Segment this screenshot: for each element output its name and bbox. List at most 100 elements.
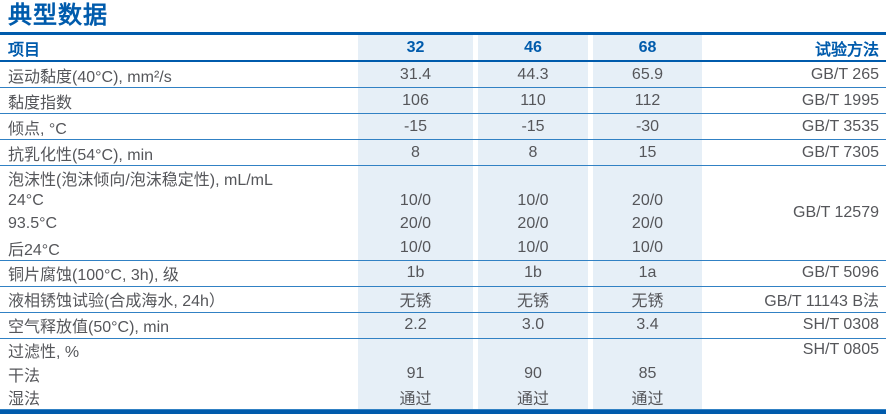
cell-line: GB/T 7305 <box>801 143 879 161</box>
item-cell: 倾点, °C <box>0 114 358 139</box>
method-cell: GB/T 265 <box>702 62 886 87</box>
table-bottom-divider <box>0 409 886 414</box>
cell-line: 112 <box>634 91 661 109</box>
value-cell-46: 110 <box>473 88 588 113</box>
cell-line: SH/T 0308 <box>802 316 879 334</box>
cell-line: GB/T 5096 <box>801 264 879 282</box>
cell-line: 1a <box>638 264 657 282</box>
cell-line <box>593 166 702 189</box>
cell-line: 24°C <box>8 192 44 210</box>
cell-line: 无锈 <box>399 293 432 311</box>
cell-line: 15 <box>638 143 657 161</box>
cell-line: 90 <box>524 364 542 382</box>
cell-line: 20/0 <box>631 192 664 210</box>
table-row: 空气释放值(50°C), min 2.2 3.0 3.4 SH/T 0308 <box>0 312 886 339</box>
cell-line: 1b <box>524 264 542 282</box>
value-cell-32: 无锈 <box>358 286 473 312</box>
cell-line: 106 <box>402 91 429 109</box>
cell-line: 通过 <box>631 391 664 409</box>
cell-line: 20/0 <box>631 215 664 233</box>
value-cell-46: 44.3 <box>473 62 588 87</box>
cell-line: 通过 <box>516 391 549 409</box>
value-cell-46: -15 <box>473 114 588 139</box>
item-cell: 泡沫性(泡沫倾向/泡沫稳定性), mL/mL 24°C 93.5°C 后24°C <box>0 166 358 260</box>
cell-line: -30 <box>635 117 660 135</box>
cell-line: 倾点, °C <box>8 120 67 138</box>
value-cell-68: 65.9 <box>588 62 702 87</box>
table-header-row: 项目 32 46 68 试验方法 <box>0 35 886 62</box>
cell-line: 泡沫性(泡沫倾向/泡沫稳定性), mL/mL <box>8 171 273 189</box>
cell-line: 1b <box>406 264 425 282</box>
cell-line: 通过 <box>399 391 432 409</box>
title-divider <box>0 32 886 35</box>
cell-line: 110 <box>520 91 546 109</box>
cell-line: 抗乳化性(54°C), min <box>8 146 154 164</box>
item-cell: 过滤性, % 干法湿法 <box>0 339 358 409</box>
table-row: 液相锈蚀试验(合成海水, 24h） 无锈 无锈 无锈 GB/T 11143 B法 <box>0 286 886 313</box>
cell-line: 44.3 <box>517 65 549 83</box>
value-cell-32: 31.4 <box>358 62 473 87</box>
cell-line: 空气释放值(50°C), min <box>8 319 170 337</box>
cell-line: 91 <box>406 364 425 382</box>
cell-line: 3.4 <box>636 316 659 334</box>
value-cell-32: -15 <box>358 114 473 139</box>
value-cell-68: 85 通过 <box>588 338 702 409</box>
cell-line: SH/T 0805 <box>802 341 879 359</box>
value-cell-68: 112 <box>588 88 702 113</box>
cell-line: 8 <box>411 143 420 161</box>
cell-line: 93.5°C <box>8 215 58 233</box>
table-row: 泡沫性(泡沫倾向/泡沫稳定性), mL/mL 24°C 93.5°C 后24°C 10/… <box>0 166 886 261</box>
cell-line: 8 <box>528 143 538 161</box>
value-cell-46: 1b <box>473 260 588 286</box>
item-cell: 黏度指数 <box>0 88 358 113</box>
value-cell-68: 20/0 20/0 10/0 <box>588 166 702 260</box>
cell-line: 10/0 <box>517 238 549 256</box>
cell-line: 85 <box>638 364 657 382</box>
cell-line: GB/T 3535 <box>801 117 879 135</box>
method-cell: GB/T 7305 <box>702 140 886 165</box>
column-header-46: 46 <box>473 35 588 60</box>
table-row: 铜片腐蚀(100°C, 3h), 级 1b 1b 1a GB/T 5096 <box>0 260 886 287</box>
value-cell-32: 91 通过 <box>358 338 473 409</box>
cell-line: GB/T 1995 <box>801 91 879 109</box>
cell-line: 液相锈蚀试验(合成海水, 24h） <box>8 293 225 311</box>
cell-line: 后24°C <box>8 241 60 259</box>
cell-line: GB/T 265 <box>810 65 879 83</box>
cell-line: 铜片腐蚀(100°C, 3h), 级 <box>8 267 179 285</box>
value-cell-46: 90 通过 <box>473 338 588 409</box>
value-cell-68: 15 <box>588 140 702 165</box>
value-cell-32: 2.2 <box>358 312 473 338</box>
cell-line: GB/T 11143 B法 <box>764 293 879 311</box>
value-cell-68: -30 <box>588 114 702 139</box>
cell-line <box>358 339 473 362</box>
value-cell-68: 无锈 <box>588 286 702 312</box>
cell-line: 10/0 <box>399 238 432 256</box>
column-header-method: 试验方法 <box>814 41 879 59</box>
method-cell: GB/T 1995 <box>702 88 886 113</box>
value-cell-46: 无锈 <box>473 286 588 312</box>
cell-line: 10/0 <box>631 238 664 256</box>
cell-line: 湿法 <box>8 391 41 409</box>
cell-line: 过滤性, % <box>8 344 80 362</box>
cell-line: 20/0 <box>517 215 549 233</box>
value-cell-46: 3.0 <box>473 312 588 338</box>
cell-line: -15 <box>521 117 545 135</box>
table-row: 黏度指数 106 110 112 GB/T 1995 <box>0 88 886 114</box>
table-body: 运动黏度(40°C), mm²/s 31.4 44.3 65.9 GB/T 265 黏度指… <box>0 62 886 410</box>
method-cell: GB/T 11143 B法 <box>702 287 886 312</box>
value-cell-46: 10/0 20/0 10/0 <box>473 166 588 260</box>
cell-line <box>358 166 473 189</box>
cell-line: 干法 <box>8 367 41 385</box>
value-cell-32: 106 <box>358 88 473 113</box>
cell-line: 运动黏度(40°C), mm²/s <box>8 68 172 86</box>
cell-line: -15 <box>403 117 428 135</box>
value-cell-32: 1b <box>358 260 473 286</box>
cell-line: 3.0 <box>521 316 545 334</box>
column-header-32: 32 <box>358 35 473 60</box>
method-cell: SH/T 0308 <box>702 313 886 338</box>
cell-line: 31.4 <box>399 65 432 83</box>
value-cell-46: 8 <box>473 140 588 165</box>
column-header-item: 项目 <box>8 41 41 59</box>
table-row: 抗乳化性(54°C), min 8 8 15 GB/T 7305 <box>0 140 886 166</box>
